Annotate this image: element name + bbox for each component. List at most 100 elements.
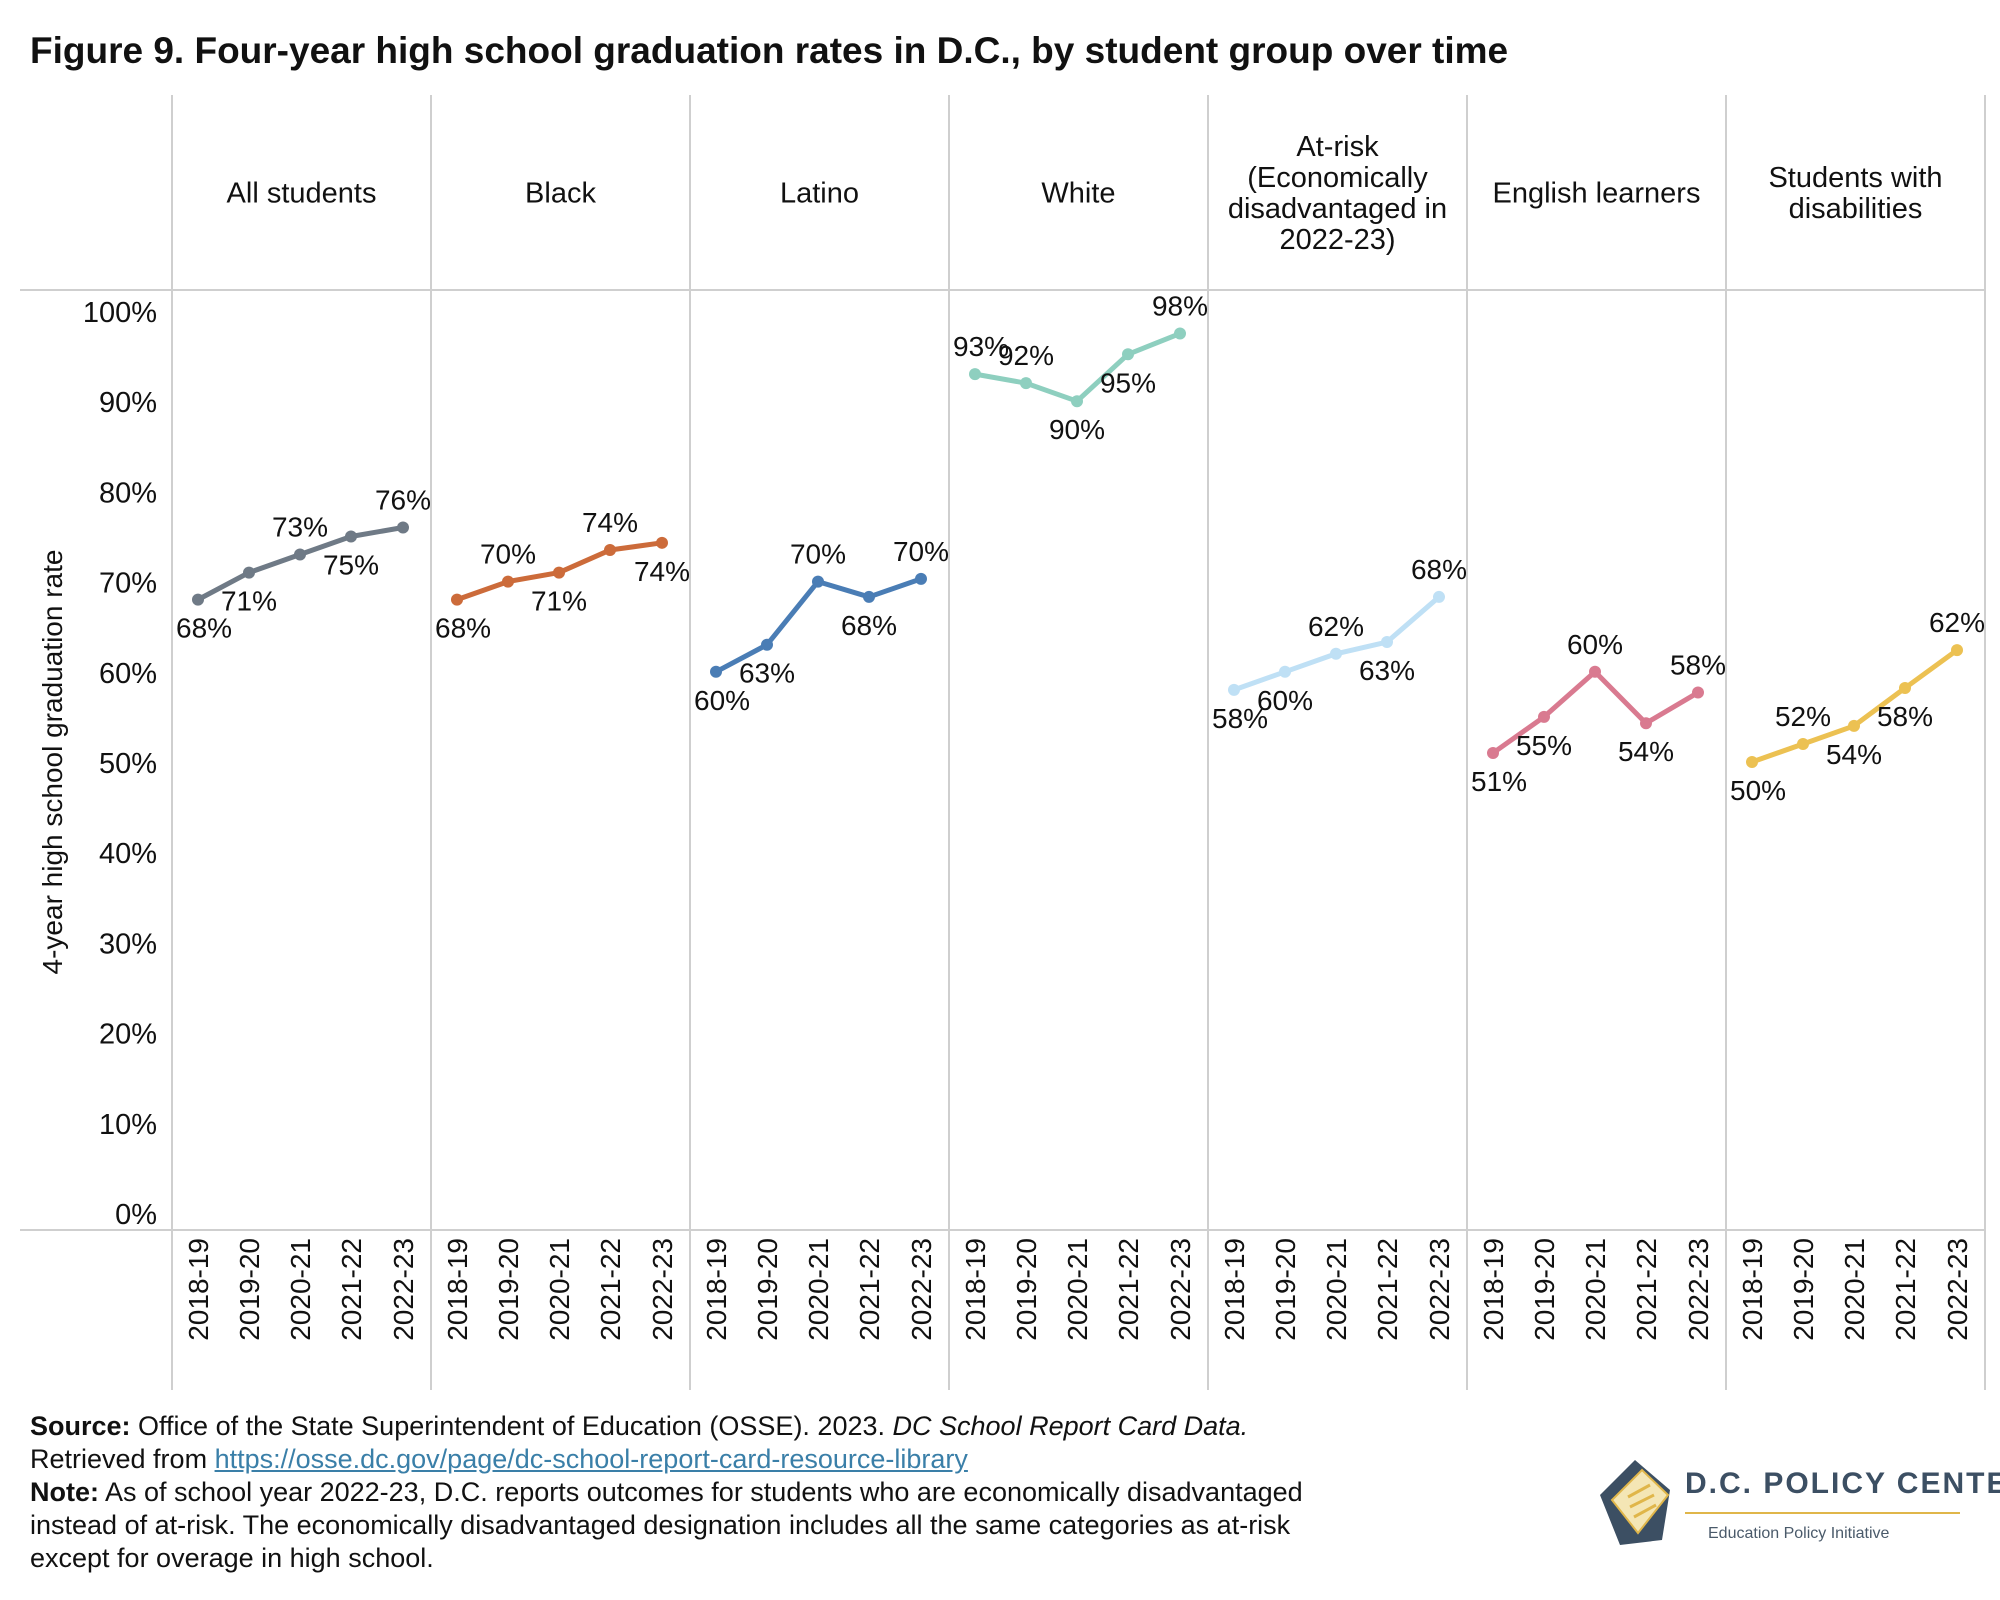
y-tick-label: 80% <box>99 477 157 509</box>
data-point <box>1174 327 1186 340</box>
data-point <box>345 530 357 543</box>
figure-title: Figure 9. Four-year high school graduati… <box>30 30 1509 71</box>
y-tick-label: 40% <box>99 838 157 870</box>
x-tick-label: 2018-19 <box>1478 1238 1509 1341</box>
data-point <box>502 575 514 588</box>
retrieved-line: Retrieved from https://osse.dc.gov/page/… <box>30 1443 968 1476</box>
data-point <box>969 368 981 381</box>
data-label: 63% <box>1359 655 1415 686</box>
data-point <box>192 593 204 606</box>
x-tick-label: 2020-21 <box>285 1238 316 1341</box>
x-tick-label: 2021-22 <box>1113 1238 1144 1341</box>
data-label: 55% <box>1516 730 1572 761</box>
data-point <box>1899 682 1911 695</box>
data-label: 62% <box>1929 607 1985 638</box>
data-label: 70% <box>790 539 846 570</box>
x-tick-label: 2022-23 <box>906 1238 937 1341</box>
data-point <box>1433 590 1445 603</box>
data-label: 58% <box>1877 701 1933 732</box>
data-point <box>1797 737 1809 750</box>
panel-header-line: Latino <box>780 178 859 210</box>
data-point <box>451 593 463 606</box>
data-label: 60% <box>1567 629 1623 660</box>
panel-header-line: disadvantaged in <box>1228 193 1447 225</box>
data-label: 75% <box>323 550 379 581</box>
data-label: 52% <box>1775 701 1831 732</box>
logo-subtitle: Education Policy Initiative <box>1708 1525 1890 1542</box>
panel-header-line: 2022-23) <box>1279 224 1395 256</box>
data-point <box>1951 644 1963 657</box>
x-tick-label: 2022-23 <box>1165 1238 1196 1341</box>
data-label: 73% <box>272 512 328 543</box>
x-tick-label: 2022-23 <box>388 1238 419 1341</box>
data-label: 62% <box>1308 611 1364 642</box>
data-point <box>1746 756 1758 768</box>
data-point <box>1487 746 1499 759</box>
x-tick-label: 2018-19 <box>960 1238 991 1341</box>
y-tick-label: 0% <box>115 1199 157 1231</box>
data-label: 76% <box>375 484 431 515</box>
data-point <box>1538 710 1550 723</box>
x-tick-label: 2020-21 <box>803 1238 834 1341</box>
x-tick-label: 2020-21 <box>1580 1238 1611 1341</box>
data-label: 71% <box>221 586 277 617</box>
data-label: 93% <box>953 331 1009 362</box>
x-tick-label: 2021-22 <box>1631 1238 1662 1341</box>
y-tick-label: 30% <box>99 928 157 960</box>
y-tick-label: 100% <box>83 297 157 329</box>
data-point <box>1589 665 1601 678</box>
panel-header-line: (Economically <box>1247 162 1428 194</box>
data-label: 51% <box>1471 766 1527 797</box>
panel-header-line: At-risk <box>1296 131 1379 163</box>
data-point <box>294 548 306 561</box>
data-label: 74% <box>582 507 638 538</box>
data-point <box>1071 395 1083 408</box>
data-label: 58% <box>1670 650 1726 681</box>
data-label: 74% <box>634 556 690 587</box>
data-point <box>1228 683 1240 696</box>
x-tick-label: 2019-20 <box>752 1238 783 1341</box>
data-point <box>710 665 722 678</box>
source-label: Source: <box>30 1411 131 1441</box>
data-point <box>1279 665 1291 678</box>
x-tick-label: 2019-20 <box>493 1238 524 1341</box>
panel-header-line: White <box>1041 178 1115 210</box>
x-tick-label: 2021-22 <box>854 1238 885 1341</box>
note-text-1: As of school year 2022-23, D.C. reports … <box>99 1477 1303 1507</box>
logo-mark-icon <box>1600 1460 1670 1545</box>
x-tick-label: 2018-19 <box>183 1238 214 1341</box>
x-tick-label: 2019-20 <box>234 1238 265 1341</box>
source-link[interactable]: https://osse.dc.gov/page/dc-school-repor… <box>214 1444 968 1474</box>
x-tick-label: 2019-20 <box>1788 1238 1819 1341</box>
data-point <box>915 572 927 585</box>
panel-header-line: Students with <box>1768 162 1942 194</box>
data-point <box>863 590 875 603</box>
source-line: Source: Office of the State Superintende… <box>30 1410 1248 1443</box>
y-tick-label: 20% <box>99 1019 157 1051</box>
x-tick-label: 2018-19 <box>701 1238 732 1341</box>
x-tick-label: 2018-19 <box>1737 1238 1768 1341</box>
y-tick-label: 90% <box>99 387 157 419</box>
data-point <box>656 536 668 549</box>
y-axis-title: 4-year high school graduation rate <box>37 550 68 975</box>
data-label: 98% <box>1152 291 1208 322</box>
x-tick-label: 2020-21 <box>544 1238 575 1341</box>
data-label: 92% <box>998 340 1054 371</box>
data-point <box>812 575 824 588</box>
data-point <box>1692 686 1704 699</box>
data-label: 70% <box>480 539 536 570</box>
data-point <box>1640 717 1652 730</box>
y-tick-label: 70% <box>99 568 157 600</box>
logo-name: D.C. POLICY CENTER <box>1685 1467 2000 1500</box>
data-label: 58% <box>1212 703 1268 734</box>
y-tick-label: 50% <box>99 748 157 780</box>
panel-header-line: disabilities <box>1789 193 1923 225</box>
dc-policy-center-logo: D.C. POLICY CENTER Education Policy Init… <box>1590 1445 2000 1575</box>
data-point <box>761 638 773 651</box>
source-title: DC School Report Card Data. <box>892 1411 1249 1441</box>
note-line-2: instead of at-risk. The economically dis… <box>30 1510 1291 1540</box>
source-text: Office of the State Superintendent of Ed… <box>130 1411 893 1441</box>
data-point <box>604 544 616 557</box>
note-label: Note: <box>30 1477 99 1507</box>
y-tick-label: 60% <box>99 658 157 690</box>
